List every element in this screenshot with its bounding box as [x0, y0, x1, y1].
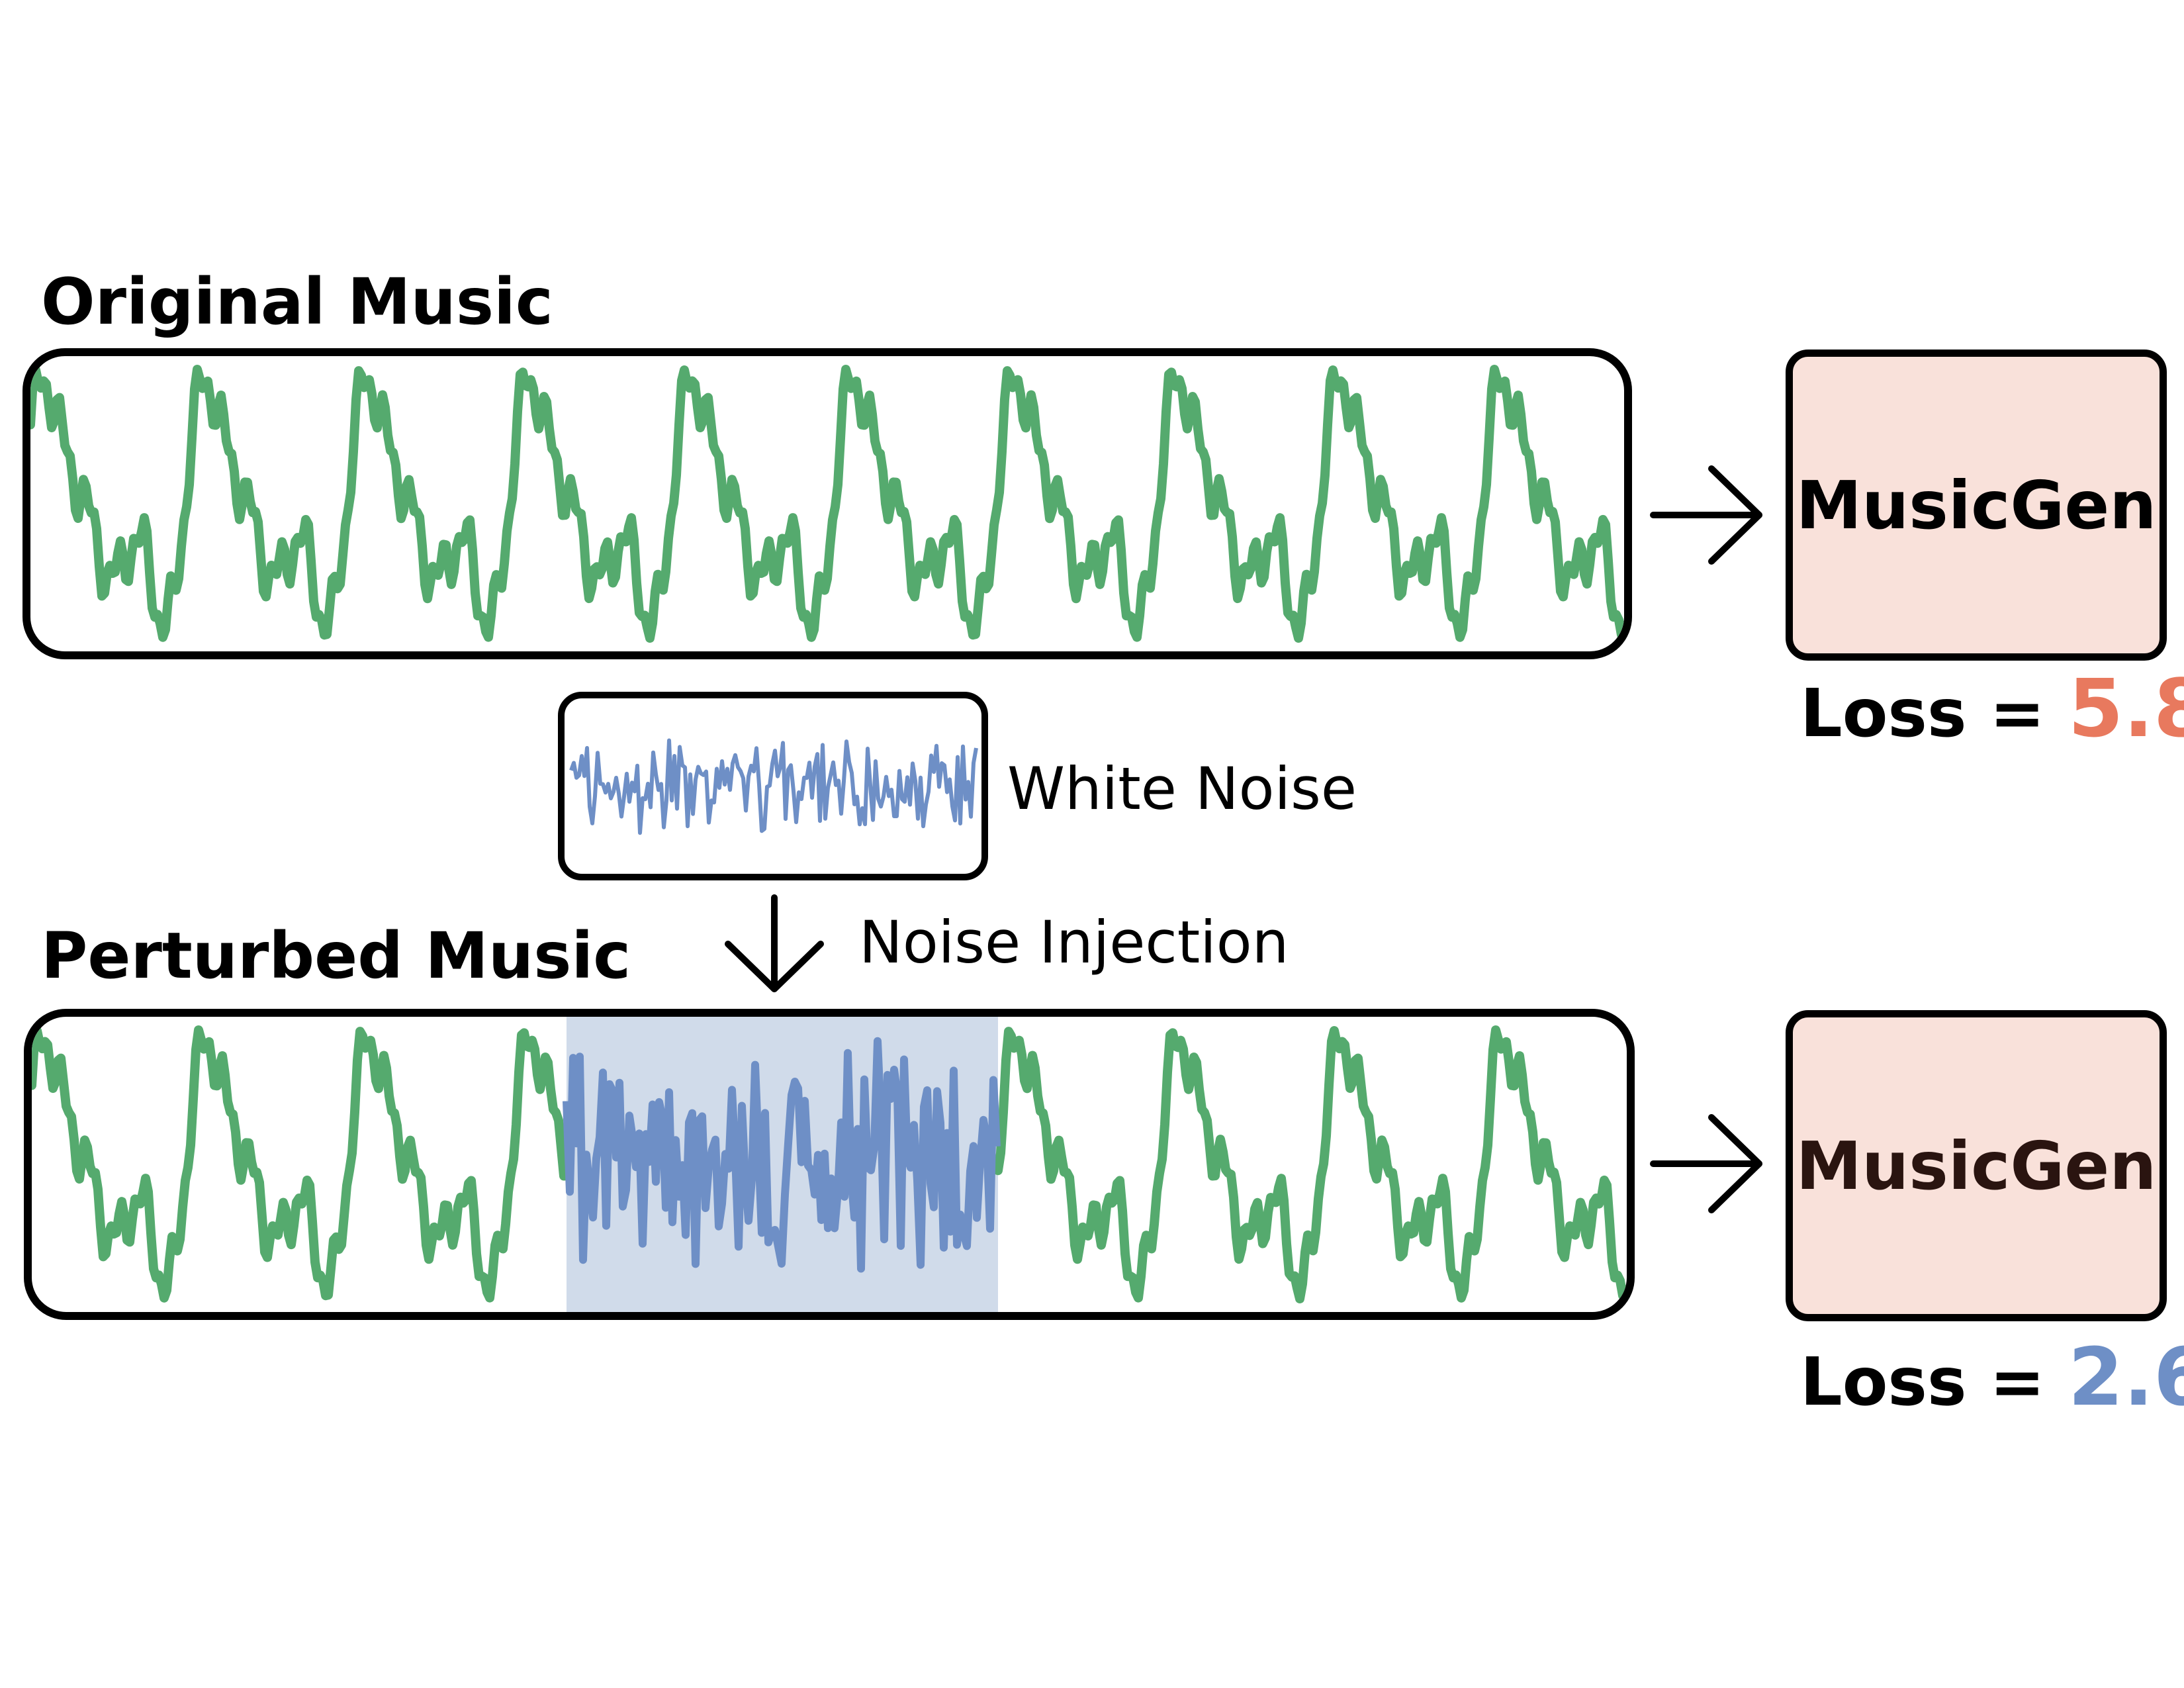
perturbed-music-title: Perturbed Music: [41, 919, 631, 993]
musicgen-model-box-bottom: MusicGen: [1786, 1010, 2167, 1321]
arrow-right-icon: [1648, 463, 1767, 569]
arrow-down-icon: [715, 894, 834, 1000]
white-noise-label: White Noise: [1007, 755, 1357, 823]
loss-readout-top: Loss = 5.8: [1800, 663, 2184, 755]
musicgen-model-box-top: MusicGen: [1786, 350, 2167, 661]
white-noise-box: [558, 692, 988, 880]
loss-readout-bottom: Loss = 2.6: [1800, 1332, 2184, 1424]
perturbed-music-waveform: [24, 1009, 1635, 1320]
model-label: MusicGen: [1796, 466, 2157, 544]
white-noise-plot: [569, 738, 978, 835]
original-waveform-plot: [30, 365, 1624, 643]
model-label: MusicGen: [1796, 1127, 2157, 1205]
original-music-waveform: [23, 348, 1632, 659]
arrow-right-icon: [1648, 1112, 1767, 1218]
loss-value: 5.8: [2068, 663, 2184, 755]
loss-value: 2.6: [2068, 1332, 2184, 1424]
original-music-title: Original Music: [41, 265, 553, 339]
perturbed-waveform-plot: [32, 1017, 1627, 1312]
loss-label: Loss =: [1800, 1343, 2046, 1421]
noise-injection-label: Noise Injection: [859, 908, 1289, 976]
loss-label: Loss =: [1800, 675, 2046, 752]
